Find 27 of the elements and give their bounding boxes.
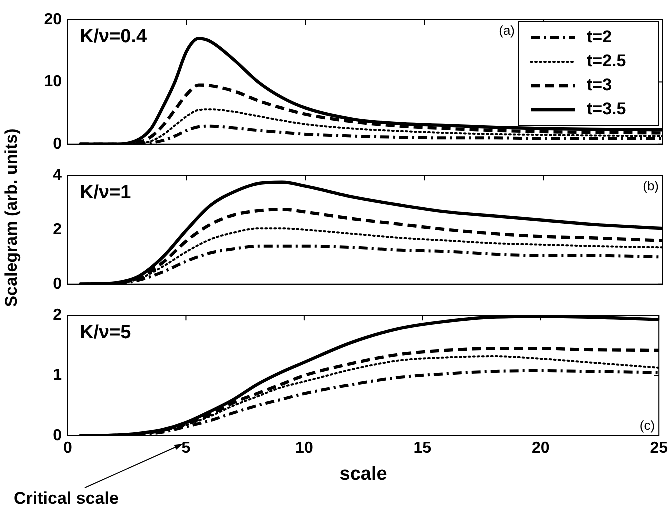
x-tick-label: 25	[650, 440, 668, 458]
x-axis-title: scale	[340, 464, 388, 485]
x-tick-label: 10	[296, 440, 314, 458]
text: Critical scale	[14, 489, 119, 508]
annotation: K/ν=0.4	[80, 26, 148, 48]
x-tick-label: 20	[532, 440, 550, 458]
y-tick-label: 2	[53, 221, 62, 238]
y-tick-label: 4	[53, 167, 62, 184]
y-tick-label: 0	[53, 276, 62, 293]
annotation: K/ν=5	[80, 322, 132, 344]
y-tick-label: 20	[44, 11, 62, 28]
y-tick-label: 1	[53, 367, 62, 384]
y-tick-label: 2	[53, 307, 62, 324]
annotation: K/ν=1	[80, 182, 132, 204]
annotation: (b)	[643, 178, 659, 194]
annotation: (c)	[640, 418, 656, 434]
annotation: (a)	[499, 23, 515, 38]
y-axis-title: Scalegram (arb. units)	[2, 128, 22, 308]
x-tick-label: 5	[182, 440, 191, 458]
legend-label: t=3	[587, 76, 612, 95]
y-tick-label: 0	[53, 427, 62, 444]
legend-label: t=3.5	[587, 100, 626, 119]
y-tick-label: 0	[53, 136, 62, 153]
y-tick-label: 10	[44, 74, 62, 91]
x-tick-label: 15	[414, 440, 432, 458]
legend-label: t=2	[587, 28, 612, 47]
legend-label: t=2.5	[587, 52, 626, 71]
